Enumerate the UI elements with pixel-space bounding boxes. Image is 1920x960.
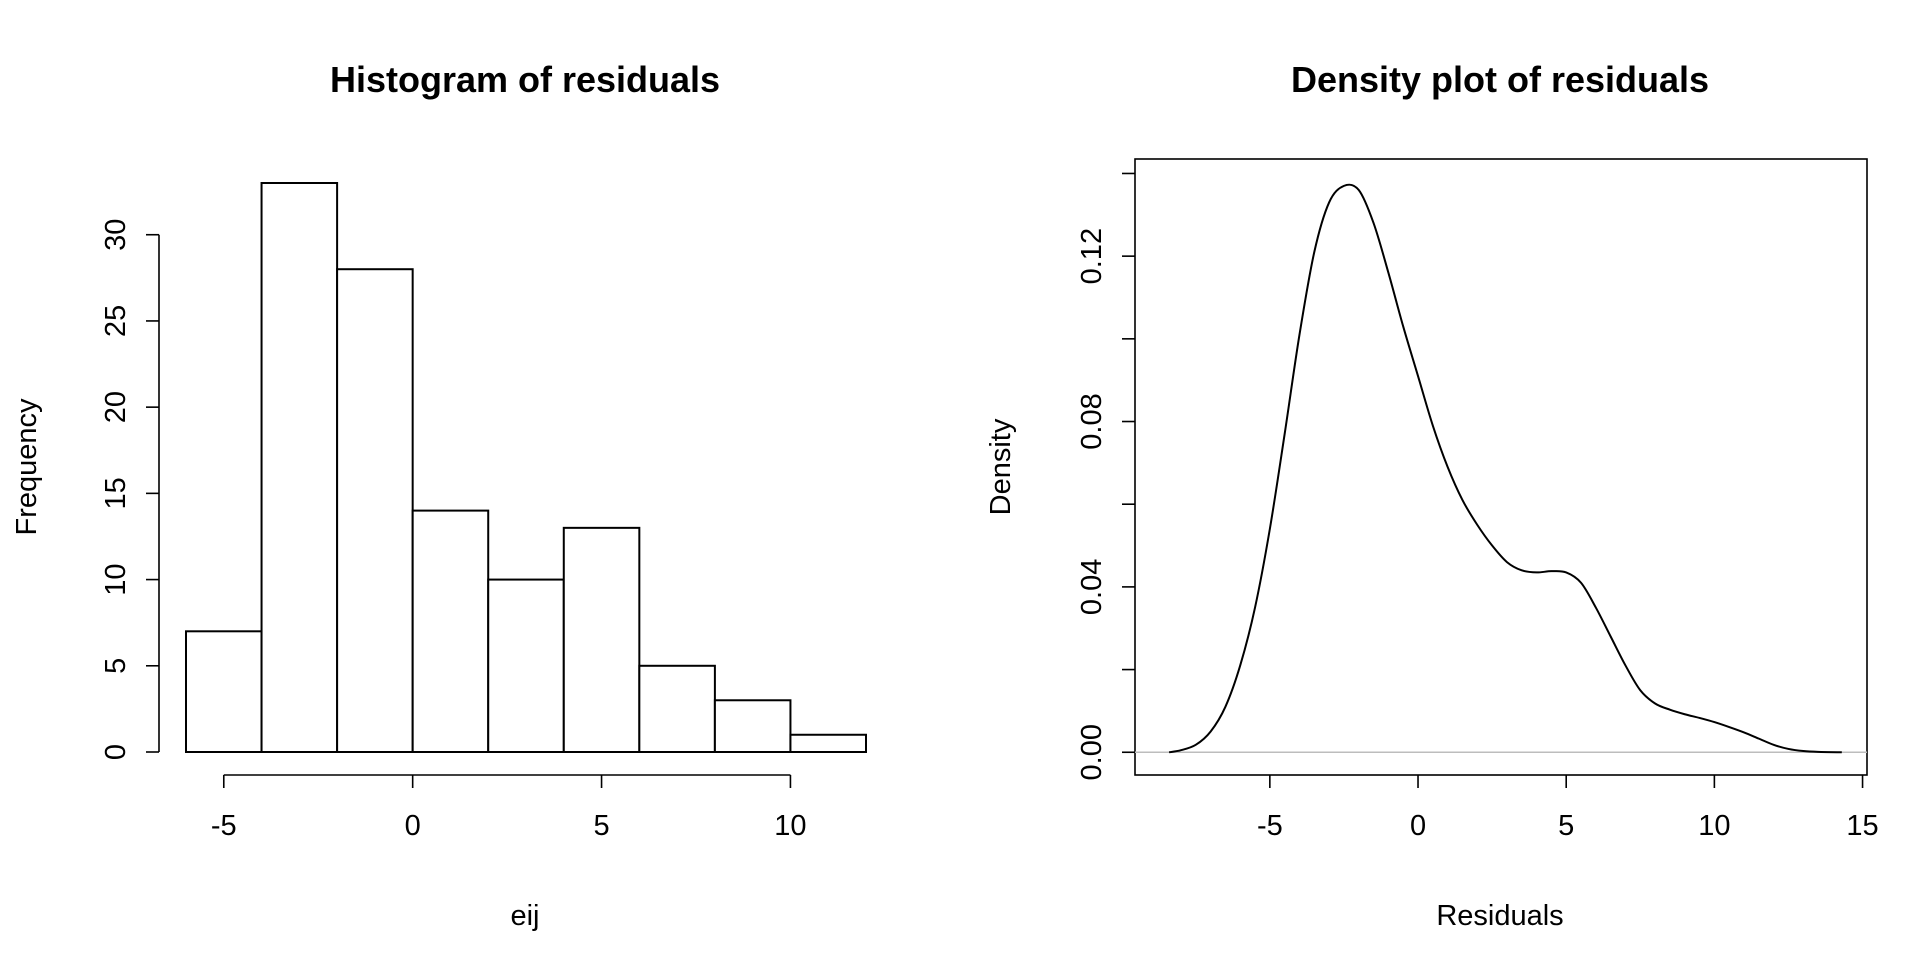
density-y-tick-label: 0.04: [1076, 559, 1108, 615]
histogram-bars: [185, 182, 868, 754]
density-y-tick-label: 0.12: [1076, 228, 1108, 284]
histogram-x-tick-label: 10: [774, 810, 806, 842]
histogram-bar: [185, 630, 263, 754]
histogram-bar: [260, 182, 339, 753]
histogram-y-tick-label: 10: [100, 563, 132, 595]
density-y-tick-label: 0.08: [1076, 393, 1108, 449]
density-y-tick-label: 0.00: [1076, 724, 1108, 780]
histogram-x-tick-label: 5: [593, 810, 609, 842]
histogram-y-axis: 0 5 10 15 20 25 30: [100, 219, 160, 760]
histogram-bar: [411, 509, 490, 753]
density-x-tick-label: 10: [1698, 810, 1730, 842]
density-curve: [1168, 183, 1842, 754]
histogram-bar: [638, 664, 716, 754]
histogram-y-tick-label: 0: [100, 744, 132, 760]
histogram-x-axis: -5 0 5 10: [211, 774, 807, 842]
density-plot-frame: [1134, 158, 1868, 776]
histogram-x-tick-label: 0: [405, 810, 421, 842]
histogram-y-axis-title: Frequency: [11, 398, 43, 536]
histogram-x-axis-title: eij: [510, 900, 539, 932]
histogram-y-tick-label: 20: [100, 391, 132, 423]
histogram-bar: [487, 578, 565, 753]
histogram-bar: [789, 733, 868, 753]
density-title: Density plot of residuals: [1291, 59, 1709, 100]
histogram-title: Histogram of residuals: [330, 59, 720, 100]
density-x-tick-label: 0: [1410, 810, 1426, 842]
histogram-bar: [336, 268, 414, 753]
density-x-tick-label: 5: [1558, 810, 1574, 842]
histogram-y-tick-label: 15: [100, 477, 132, 509]
histogram-x-tick-label: -5: [211, 810, 237, 842]
density-x-tick-label: -5: [1257, 810, 1283, 842]
density-y-axis-title: Density: [985, 418, 1017, 515]
density-x-tick-label: 15: [1846, 810, 1878, 842]
histogram-bar: [713, 699, 792, 753]
histogram-y-tick-label: 30: [100, 219, 132, 251]
histogram-y-tick-label: 25: [100, 305, 132, 337]
density-x-axis: -5 0 5 10 15: [1257, 775, 1879, 842]
histogram-panel: Histogram of residuals eij Frequency -5 0…: [11, 59, 868, 932]
histogram-bar: [562, 526, 641, 754]
histogram-y-tick-label: 5: [100, 658, 132, 674]
density-y-axis: 0.00 0.04 0.08 0.12: [1076, 172, 1135, 780]
density-x-axis-title: Residuals: [1436, 900, 1563, 932]
density-panel: Density plot of residuals Residuals Dens…: [985, 59, 1879, 932]
